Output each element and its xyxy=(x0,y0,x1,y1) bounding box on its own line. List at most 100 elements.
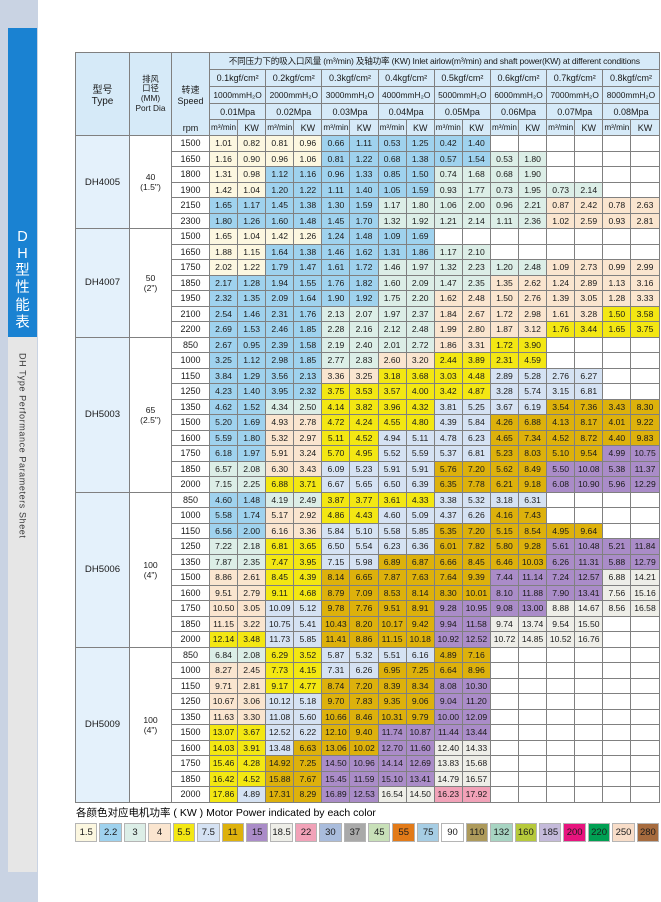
value-cell: 10.52 xyxy=(546,631,576,648)
value-cell: 10.96 xyxy=(349,755,379,772)
value-cell-empty xyxy=(574,662,604,679)
value-cell: 5.23 xyxy=(489,445,520,462)
value-cell: 14.92 xyxy=(265,755,295,772)
value-cell: 14.33 xyxy=(461,739,491,756)
flow-unit-header: m³/min xyxy=(208,119,239,136)
value-cell: 14.79 xyxy=(433,770,463,787)
value-cell: 4.39 xyxy=(293,569,323,586)
value-cell: 1.28 xyxy=(602,290,632,307)
value-cell: 8.45 xyxy=(265,569,295,586)
value-cell: 12.53 xyxy=(349,786,379,803)
value-cell: 15.88 xyxy=(265,770,295,787)
rpm-cell: 2300 xyxy=(171,212,210,229)
value-cell: 3.18 xyxy=(377,367,407,384)
value-cell: 7.63 xyxy=(405,569,435,586)
value-cell: 5.11 xyxy=(405,429,435,446)
value-cell: 6.27 xyxy=(574,367,604,384)
value-cell: 4.34 xyxy=(265,398,295,415)
value-cell: 4.52 xyxy=(349,429,379,446)
value-cell: 1.38 xyxy=(293,197,323,214)
value-cell: 16.23 xyxy=(433,786,463,803)
value-cell: 13.83 xyxy=(433,755,463,772)
value-cell: 1.50 xyxy=(405,166,435,183)
value-cell-empty xyxy=(574,166,604,183)
value-cell-empty xyxy=(546,786,576,803)
performance-table: 型号 Type 排风 口径 (MM) Port Dia 转速 Speed rpm 不同压力下的吸入… xyxy=(75,52,660,803)
value-cell-empty xyxy=(489,228,520,245)
value-cell: 10.30 xyxy=(461,677,491,694)
legend-swatch: 30 xyxy=(319,823,342,842)
value-cell: 7.20 xyxy=(349,677,379,694)
value-cell: 9.04 xyxy=(433,693,463,710)
value-cell: 3.43 xyxy=(293,460,323,477)
value-cell: 17.92 xyxy=(461,786,491,803)
value-cell: 10.18 xyxy=(405,631,435,648)
value-cell: 7.67 xyxy=(293,770,323,787)
value-cell: 12.70 xyxy=(377,739,407,756)
value-cell: 4.78 xyxy=(433,429,463,446)
value-cell: 0.81 xyxy=(265,135,295,152)
value-cell: 0.74 xyxy=(433,166,463,183)
value-cell: 10.00 xyxy=(433,708,463,725)
value-cell: 3.25 xyxy=(208,352,239,369)
value-cell: 1.24 xyxy=(546,274,576,291)
value-cell: 6.88 xyxy=(265,476,295,493)
value-cell: 0.42 xyxy=(433,135,463,152)
value-cell: 1.33 xyxy=(349,166,379,183)
value-cell: 8.10 xyxy=(489,584,520,601)
value-cell: 1.65 xyxy=(602,321,632,338)
value-cell: 5.37 xyxy=(433,445,463,462)
value-cell: 2.08 xyxy=(237,460,267,477)
value-cell: 1.87 xyxy=(489,321,520,338)
value-cell: 12.57 xyxy=(574,569,604,586)
power-unit-header: KW xyxy=(237,119,267,136)
value-cell: 1.64 xyxy=(293,290,323,307)
value-cell: 4.95 xyxy=(546,522,576,539)
value-cell: 2.54 xyxy=(208,305,239,322)
rpm-cell: 1600 xyxy=(171,584,210,601)
value-cell: 1.80 xyxy=(237,429,267,446)
value-cell-empty xyxy=(546,491,576,508)
value-cell: 16.57 xyxy=(461,770,491,787)
pressure-mmh2o-header: 4000mmH₂O xyxy=(377,86,435,104)
value-cell: 12.29 xyxy=(630,476,660,493)
port-cell: 40 (1.5") xyxy=(129,135,172,229)
value-cell-empty xyxy=(546,724,576,741)
value-cell-empty xyxy=(518,770,548,787)
pressure-mmh2o-header: 8000mmH₂O xyxy=(602,86,660,104)
value-cell: 2.81 xyxy=(237,677,267,694)
value-cell: 10.12 xyxy=(265,693,295,710)
value-cell: 2.89 xyxy=(489,367,520,384)
value-cell-empty xyxy=(489,770,520,787)
value-cell: 4.48 xyxy=(461,367,491,384)
value-cell: 4.24 xyxy=(349,414,379,431)
value-cell-empty xyxy=(602,615,632,632)
value-cell-empty xyxy=(630,693,660,710)
value-cell: 2.12 xyxy=(377,321,407,338)
value-cell: 1.09 xyxy=(546,259,576,276)
value-cell: 15.16 xyxy=(630,584,660,601)
value-cell: 1.84 xyxy=(433,305,463,322)
value-cell: 5.10 xyxy=(349,522,379,539)
speed-header: 转速 Speed rpm xyxy=(171,52,210,136)
value-cell-empty xyxy=(602,383,632,400)
value-cell: 5.61 xyxy=(546,538,576,555)
value-cell: 7.76 xyxy=(349,600,379,617)
value-cell: 3.58 xyxy=(630,305,660,322)
value-cell-empty xyxy=(630,507,660,524)
value-cell-empty xyxy=(518,646,548,663)
value-cell: 5.65 xyxy=(349,476,379,493)
value-cell: 10.31 xyxy=(377,708,407,725)
value-cell: 2.59 xyxy=(574,212,604,229)
value-cell: 13.44 xyxy=(461,724,491,741)
value-cell: 12.09 xyxy=(461,708,491,725)
value-cell: 3.20 xyxy=(405,352,435,369)
value-cell-empty xyxy=(546,243,576,260)
value-cell: 1.15 xyxy=(237,243,267,260)
value-cell: 7.47 xyxy=(265,553,295,570)
pressure-mpa-header: 0.02Mpa xyxy=(265,103,323,120)
value-cell: 1.12 xyxy=(237,352,267,369)
value-cell: 1.42 xyxy=(208,181,239,198)
value-cell: 2.28 xyxy=(321,321,351,338)
